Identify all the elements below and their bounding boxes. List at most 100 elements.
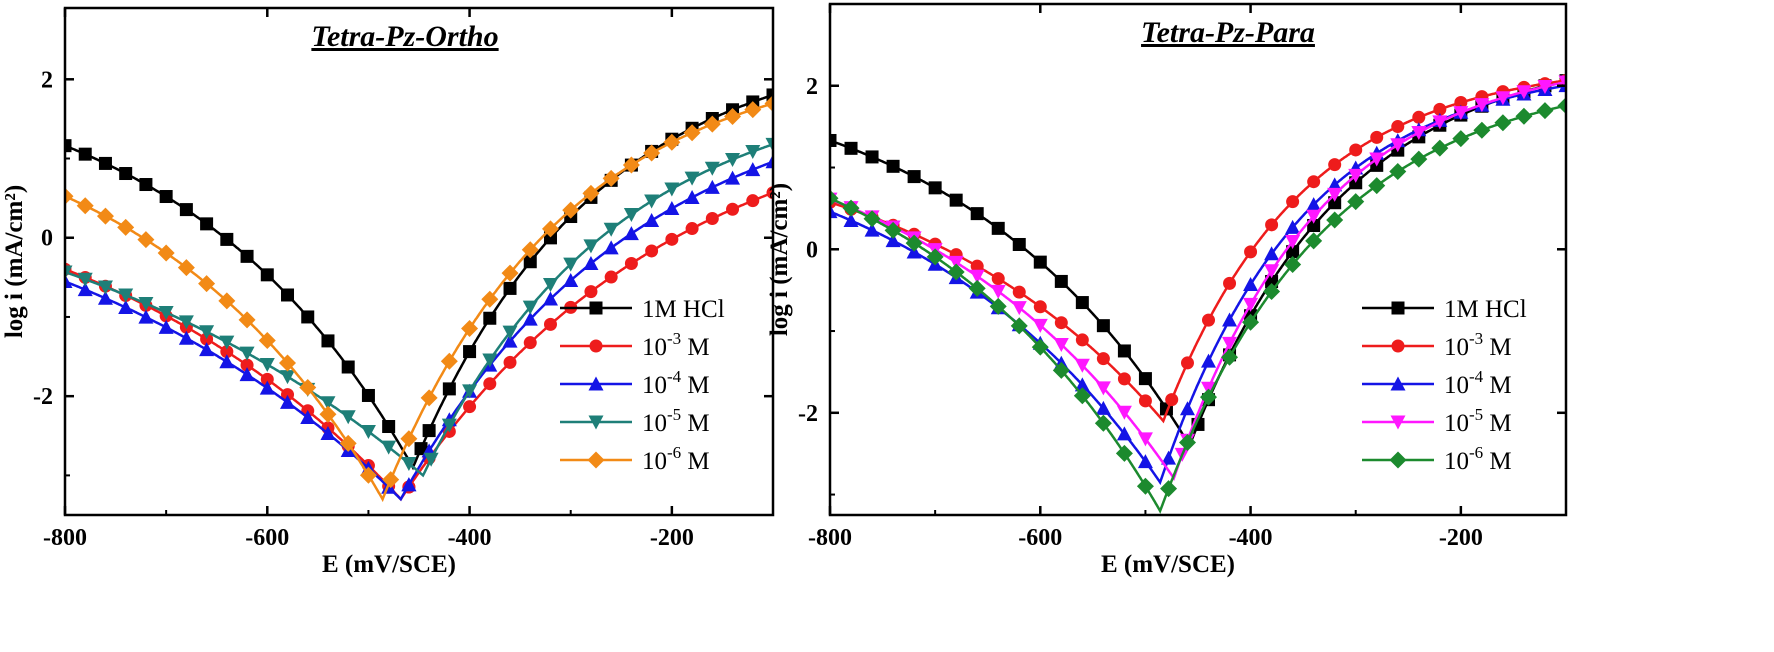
series-point-1 <box>584 285 598 299</box>
series-point-3 <box>199 325 215 340</box>
series-point-3 <box>482 353 498 368</box>
x-tick-label: -800 <box>43 525 87 551</box>
series-point-3 <box>684 171 700 186</box>
series-line-1 <box>830 79 1566 424</box>
series-point-4 <box>884 221 902 239</box>
series-point-3 <box>1432 115 1448 130</box>
series-point-0 <box>949 193 963 207</box>
series-point-3 <box>259 358 275 373</box>
series-point-4 <box>339 434 357 452</box>
series-point-1 <box>665 232 679 246</box>
series-point-0 <box>321 334 335 348</box>
legend-label: 10-3 M <box>642 329 710 361</box>
series-point-0 <box>98 156 112 170</box>
series-point-2 <box>1179 401 1195 416</box>
series-point-1 <box>1307 175 1321 189</box>
series-point-4 <box>1284 256 1302 274</box>
series-point-3 <box>1411 125 1427 140</box>
series-point-1 <box>483 377 497 391</box>
chart-title: Tetra-Pz-Ortho <box>311 20 498 53</box>
series-point-0 <box>1265 275 1279 289</box>
series-point-0 <box>1328 196 1342 210</box>
series-point-2 <box>623 226 639 241</box>
series-point-4 <box>382 471 400 489</box>
series-point-1 <box>991 272 1005 286</box>
series-point-4 <box>1368 177 1386 195</box>
series-point-4 <box>1010 317 1028 335</box>
series-point-0 <box>281 288 295 302</box>
legend-label: 10-6 M <box>642 443 710 475</box>
series-point-4 <box>926 248 944 266</box>
series-point-3 <box>1222 336 1238 351</box>
series-point-0 <box>844 141 858 155</box>
series-point-3 <box>360 425 376 440</box>
series-point-3 <box>280 370 296 385</box>
series-point-1 <box>240 358 254 372</box>
series-point-4 <box>947 263 965 281</box>
series-point-3 <box>1495 91 1511 106</box>
series-point-2 <box>1074 377 1090 392</box>
series-point-3 <box>1032 318 1048 333</box>
series-point-2 <box>864 222 880 237</box>
series-point-2 <box>1222 312 1238 327</box>
legend-entry-4: 10-6 M <box>560 443 710 475</box>
series-point-1 <box>463 400 477 414</box>
legend-entry-0: 1M HCl <box>560 296 725 323</box>
series-point-4 <box>663 133 681 151</box>
x-tick-label: -200 <box>650 525 694 551</box>
series-point-3 <box>219 335 235 350</box>
series-point-1 <box>1054 316 1068 330</box>
series-point-4 <box>1263 283 1281 301</box>
series-point-2 <box>704 179 720 194</box>
legend-marker <box>589 301 603 315</box>
legend-marker <box>589 339 603 353</box>
series-point-0 <box>1117 344 1131 358</box>
series-point-4 <box>1473 121 1491 139</box>
legend-marker <box>1390 415 1406 430</box>
series-line-2 <box>65 160 773 502</box>
series-point-1 <box>1328 158 1342 172</box>
legend-entry-2: 10-4 M <box>560 367 710 399</box>
series-point-0 <box>382 420 396 434</box>
series-point-4 <box>968 279 986 297</box>
series-point-3 <box>725 152 741 167</box>
x-tick-label: -600 <box>1018 525 1062 551</box>
series-point-1 <box>1454 96 1468 110</box>
series-point-3 <box>65 265 73 280</box>
series-point-4 <box>1389 162 1407 180</box>
series-point-1 <box>523 336 537 350</box>
series-point-2 <box>725 170 741 185</box>
x-tick-label: -400 <box>448 525 492 551</box>
series-point-4 <box>177 259 195 277</box>
series-point-4 <box>218 292 236 310</box>
series-point-2 <box>158 319 174 334</box>
series-point-1 <box>1138 394 1152 408</box>
series-point-3 <box>1095 381 1111 396</box>
series-point-4 <box>724 107 742 125</box>
series-point-0 <box>483 311 497 325</box>
chart-title: Tetra-Pz-Para <box>1141 16 1315 49</box>
x-axis-title: E (mV/SCE) <box>322 551 456 578</box>
series-point-1 <box>1349 143 1363 157</box>
series-point-4 <box>501 264 519 282</box>
series-point-0 <box>179 203 193 217</box>
series-point-4 <box>1136 477 1154 495</box>
y-tick-label: 2 <box>806 74 818 100</box>
series-point-4 <box>258 331 276 349</box>
series-point-0 <box>886 159 900 173</box>
series-point-2 <box>280 394 296 409</box>
series-point-4 <box>157 244 175 262</box>
series-point-3 <box>1285 235 1301 250</box>
legend-label: 10-4 M <box>1444 367 1512 399</box>
series-point-0 <box>220 232 234 246</box>
series-point-3 <box>1390 138 1406 153</box>
series-point-1 <box>503 355 517 369</box>
series-point-1 <box>766 186 773 200</box>
series-point-1 <box>1180 356 1194 370</box>
series-point-3 <box>1243 297 1259 312</box>
series-point-3 <box>340 410 356 425</box>
series-point-4 <box>1347 193 1365 211</box>
series-point-3 <box>1516 85 1532 100</box>
series-point-0 <box>1054 274 1068 288</box>
series-point-2 <box>401 477 417 492</box>
